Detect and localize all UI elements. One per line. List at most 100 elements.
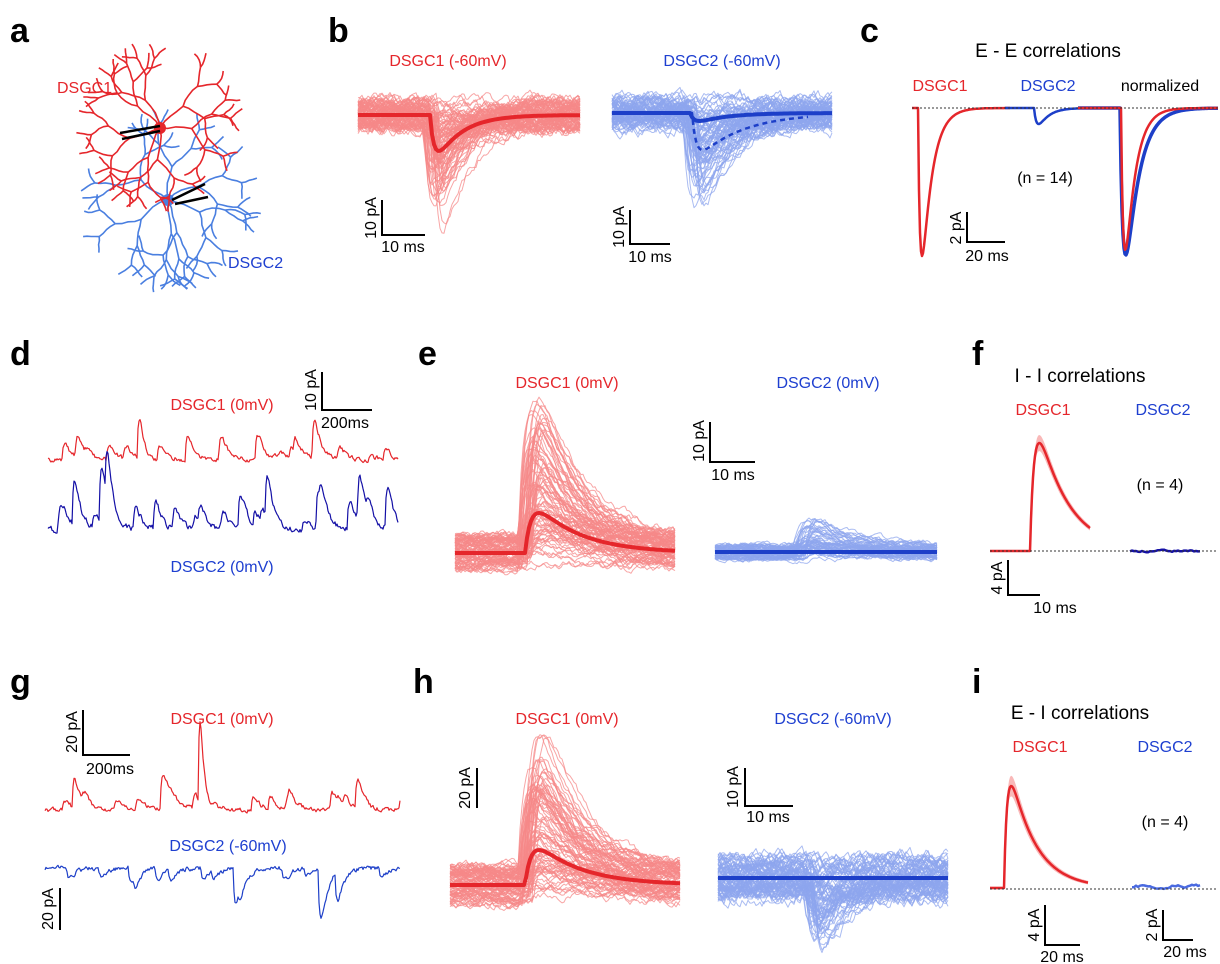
scale-label: 4 pA xyxy=(989,561,1006,594)
trace xyxy=(148,43,156,59)
trace xyxy=(224,85,230,101)
scale-label: 10 ms xyxy=(746,809,790,826)
scale-bar xyxy=(321,372,372,411)
scale-bar xyxy=(82,710,130,756)
trace xyxy=(157,143,173,168)
n-label: (n = 14) xyxy=(1017,170,1073,187)
scale-label: 20 ms xyxy=(965,248,1009,265)
trace xyxy=(162,255,169,276)
trace xyxy=(159,278,176,287)
scale-label: 200ms xyxy=(86,761,134,778)
trace xyxy=(224,209,244,222)
trace xyxy=(225,99,241,102)
trace xyxy=(611,114,833,183)
trace xyxy=(153,259,168,277)
trace xyxy=(90,125,109,136)
trace xyxy=(176,232,189,257)
trace xyxy=(136,219,142,246)
trace xyxy=(102,90,123,96)
trace xyxy=(242,220,255,233)
trace xyxy=(357,118,581,163)
trace xyxy=(97,174,111,185)
label: DSGC1 (0mV) xyxy=(170,711,273,728)
trace xyxy=(449,767,681,888)
title: DSGC1 (0mV) xyxy=(515,711,618,728)
trace xyxy=(109,155,114,176)
trace xyxy=(146,157,150,183)
trace xyxy=(454,447,676,576)
trace xyxy=(187,255,208,265)
trace xyxy=(143,264,157,277)
trace xyxy=(454,535,676,548)
sem-band xyxy=(990,775,1088,890)
electrode xyxy=(121,129,161,141)
trace xyxy=(83,96,99,99)
trace xyxy=(173,177,193,185)
trace xyxy=(714,542,938,555)
trace xyxy=(1077,106,1219,252)
trace xyxy=(450,848,680,887)
trace xyxy=(109,180,122,192)
scale-label: 10 ms xyxy=(1033,600,1077,617)
label: DSGC1 (0mV) xyxy=(170,397,273,414)
trace xyxy=(184,166,198,177)
trace xyxy=(44,721,401,814)
trace xyxy=(717,873,949,931)
trace xyxy=(1004,106,1079,126)
trace xyxy=(449,796,681,875)
trace xyxy=(197,185,219,205)
scale-bar xyxy=(629,210,670,245)
scale-bar xyxy=(381,200,425,236)
trace xyxy=(87,168,96,184)
trace xyxy=(110,76,123,93)
trace xyxy=(95,77,104,93)
trace xyxy=(454,508,676,572)
trace xyxy=(717,850,949,871)
trace xyxy=(222,155,228,172)
trace xyxy=(714,537,938,562)
trace xyxy=(153,47,167,59)
trace xyxy=(449,815,681,902)
trace xyxy=(449,884,681,907)
trace xyxy=(454,435,676,543)
trace xyxy=(110,62,119,77)
trace xyxy=(190,129,201,149)
trace xyxy=(85,97,99,108)
trace xyxy=(449,865,681,905)
scale-bar xyxy=(1044,905,1080,946)
trace xyxy=(717,857,949,921)
trace xyxy=(109,174,115,190)
scale-bar xyxy=(709,422,755,463)
trace xyxy=(80,182,96,192)
n-label: (n = 4) xyxy=(1142,814,1189,831)
trace xyxy=(184,272,195,287)
trace xyxy=(196,67,202,87)
trace xyxy=(94,167,110,175)
trace xyxy=(121,176,141,182)
trace xyxy=(357,95,581,160)
trace xyxy=(98,223,116,238)
trace xyxy=(131,264,145,277)
trace xyxy=(163,144,180,149)
trace xyxy=(237,196,251,208)
trace xyxy=(237,206,252,217)
panel-letter: i xyxy=(972,663,981,701)
trace xyxy=(206,137,219,150)
scale-bar xyxy=(1162,910,1193,941)
trace xyxy=(454,417,676,548)
trace xyxy=(140,113,145,130)
title: DSGC2 (-60mV) xyxy=(663,53,780,70)
trace xyxy=(156,159,175,179)
trace xyxy=(449,820,681,874)
trace xyxy=(205,237,223,252)
title: DSGC1 (-60mV) xyxy=(389,53,506,70)
column-label: DSGC1 xyxy=(1012,739,1067,756)
panel-letter: h xyxy=(413,663,434,701)
trace xyxy=(216,70,224,85)
trace xyxy=(611,104,833,194)
scale-label: 10 pA xyxy=(363,197,380,239)
trace xyxy=(183,256,189,277)
scale-label: 10 ms xyxy=(381,239,425,256)
trace xyxy=(717,873,949,900)
